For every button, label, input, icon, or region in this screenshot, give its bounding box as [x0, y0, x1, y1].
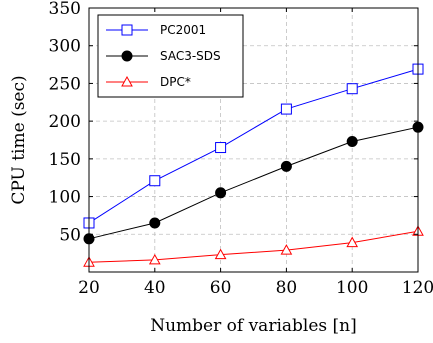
- data-point: [215, 187, 227, 199]
- ticks: 20 40 60 80 100 120 50 100 150 200 250 300 350: [49, 0, 433, 298]
- x-axis-label: Number of variables [n]: [150, 316, 357, 336]
- y-tick-label: 100: [49, 188, 81, 208]
- legend-label: SAC3-SDS: [160, 49, 221, 63]
- data-point: [346, 136, 358, 148]
- plot-frame: [88, 7, 419, 273]
- data-point: [280, 103, 292, 115]
- series-1: [83, 121, 424, 245]
- y-tick-label: 50: [59, 225, 81, 245]
- data-point: [215, 142, 227, 154]
- grid: [89, 8, 418, 272]
- y-tick-label: 250: [49, 74, 81, 94]
- data-point: [148, 253, 161, 265]
- y-axis-label: CPU time (sec): [9, 75, 29, 204]
- data-point: [149, 217, 161, 229]
- x-tick-label: 120: [402, 278, 433, 298]
- data-point: [214, 248, 227, 260]
- data-point: [149, 175, 161, 187]
- series-2: [83, 225, 424, 267]
- y-tick-label: 200: [49, 112, 81, 132]
- x-tick-label: 80: [276, 278, 298, 298]
- x-tick-label: 20: [78, 278, 100, 298]
- x-tick-label: 60: [210, 278, 232, 298]
- y-tick-label: 300: [49, 37, 81, 57]
- legend-marker: [121, 75, 133, 87]
- series-line: [88, 126, 419, 240]
- y-tick-label: 350: [49, 0, 81, 19]
- series-line: [88, 68, 419, 224]
- data-point: [346, 236, 359, 248]
- legend: PC2001 SAC3-SDS DPC*: [97, 14, 244, 98]
- legend-marker: [121, 24, 133, 36]
- data-point: [346, 83, 358, 95]
- series-line: [88, 230, 419, 263]
- legend-label: PC2001: [160, 23, 206, 37]
- y-tick-label: 150: [49, 150, 81, 170]
- x-tick-label: 100: [336, 278, 368, 298]
- data-point: [280, 244, 293, 255]
- legend-marker: [121, 50, 133, 62]
- x-tick-label: 40: [144, 278, 166, 298]
- legend-label: DPC*: [160, 75, 191, 89]
- data-point: [280, 160, 292, 172]
